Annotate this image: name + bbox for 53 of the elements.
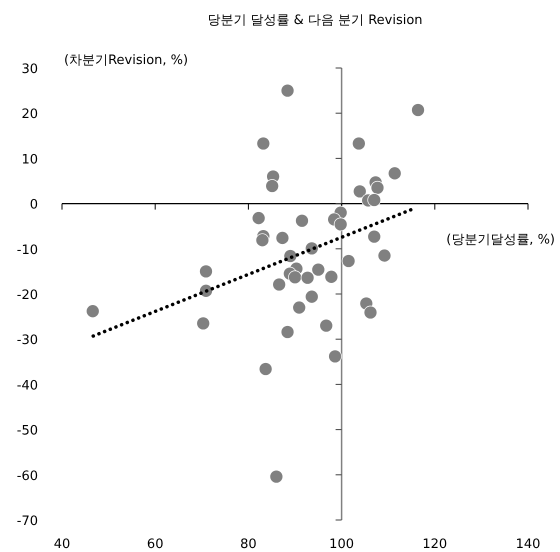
x-tick-label: 40	[54, 537, 70, 552]
y-tick-label: -40	[16, 378, 38, 394]
x-tick-label: 100	[329, 537, 354, 552]
y-tick-label: -70	[16, 514, 38, 529]
y-tick-label: -20	[16, 288, 38, 303]
point	[280, 84, 294, 98]
y-tick-label: -60	[16, 468, 38, 484]
point	[258, 362, 272, 376]
x-axis-title: (당분기달성률, %)	[446, 232, 555, 248]
point	[352, 184, 367, 198]
point	[292, 300, 306, 314]
x-tick-label: 80	[240, 537, 257, 552]
point	[199, 264, 213, 278]
y-tick-label: 10	[21, 152, 38, 168]
y-tick-label: 0	[30, 198, 38, 213]
point	[276, 231, 290, 245]
point	[196, 316, 210, 330]
point	[319, 318, 334, 332]
point	[324, 270, 338, 284]
point	[311, 262, 326, 276]
y-axis-title: (차분기Revision, %)	[64, 53, 188, 68]
y-tick-label: -30	[16, 333, 38, 348]
y-tick-label: 20	[21, 107, 38, 122]
point	[256, 136, 270, 150]
point	[364, 306, 378, 320]
point	[370, 180, 384, 195]
point	[334, 218, 348, 232]
point	[265, 179, 280, 193]
x-tick-label: 140	[516, 537, 540, 552]
point	[411, 103, 425, 117]
point	[86, 304, 100, 318]
point	[328, 350, 342, 364]
point	[295, 214, 309, 228]
point	[280, 325, 294, 339]
point	[252, 211, 266, 225]
point	[367, 193, 382, 207]
point	[304, 290, 319, 304]
point	[367, 230, 382, 244]
y-tick-label: 30	[21, 62, 38, 77]
point	[272, 278, 286, 292]
y-tick-label: -50	[16, 424, 38, 439]
point	[388, 166, 402, 180]
x-tick-label: 60	[146, 537, 164, 552]
point	[378, 248, 392, 262]
point	[352, 136, 366, 150]
point	[256, 233, 270, 248]
y-tick-label: -10	[16, 242, 38, 258]
x-tick-label: 120	[422, 537, 448, 552]
point	[288, 270, 302, 284]
point	[342, 254, 356, 268]
point	[270, 470, 284, 484]
point	[300, 270, 314, 285]
chart-title: 당분기 달성률 & 다음 분기 Revision	[207, 13, 423, 28]
